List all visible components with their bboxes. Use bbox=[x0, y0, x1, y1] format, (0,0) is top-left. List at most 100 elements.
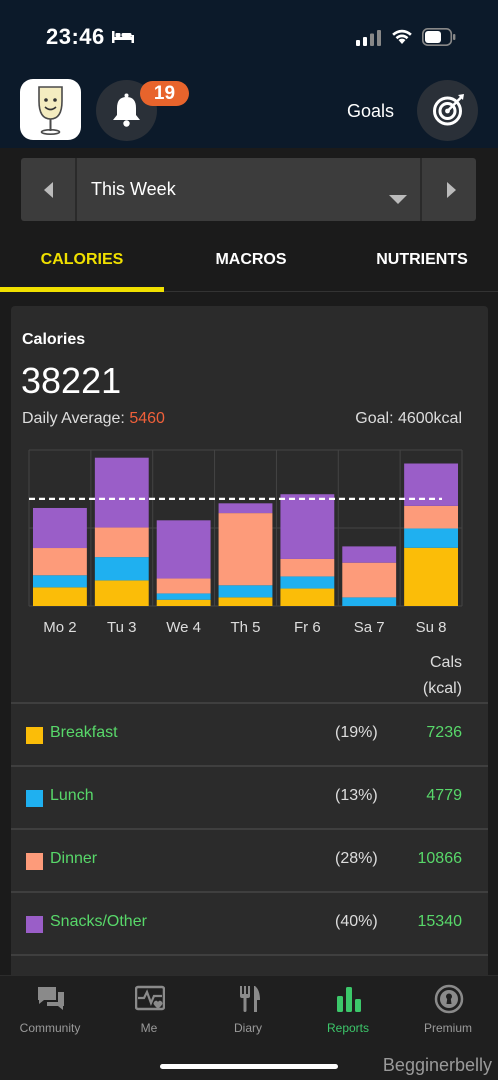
meal-calories: 15340 bbox=[417, 913, 463, 930]
nav-label: Me bbox=[140, 1021, 158, 1035]
list-item[interactable]: Breakfast (19%) 7236 bbox=[11, 702, 488, 765]
chevron-down-icon[interactable] bbox=[389, 195, 407, 204]
meal-name: Lunch bbox=[50, 787, 94, 804]
sleep-bed-icon bbox=[112, 31, 134, 43]
breakfast-swatch bbox=[26, 727, 43, 744]
bar-lunch-5[interactable] bbox=[342, 597, 397, 606]
period-dropdown-label[interactable]: This Week bbox=[91, 179, 176, 199]
list-item[interactable]: Snacks/Other (40%) 15340 bbox=[11, 891, 488, 954]
nav-diary[interactable]: Diary bbox=[198, 976, 298, 1046]
meal-name: Dinner bbox=[50, 850, 98, 867]
meal-percent: (13%) bbox=[335, 787, 378, 804]
bar-snacks-other-2[interactable] bbox=[156, 520, 211, 579]
target-icon bbox=[433, 94, 464, 126]
tab-calories[interactable]: CALORIES bbox=[40, 251, 124, 268]
meal-percent: (19%) bbox=[335, 724, 378, 741]
bar-chart-icon bbox=[337, 987, 361, 1012]
bar-dinner-6[interactable] bbox=[404, 505, 458, 529]
meal-calories: 7236 bbox=[426, 724, 462, 741]
bar-breakfast-0[interactable] bbox=[33, 587, 87, 606]
units-line-1: Cals bbox=[429, 654, 462, 671]
heart-monitor-icon bbox=[135, 985, 165, 1011]
nav-label: Premium bbox=[423, 1021, 472, 1035]
premium-lock-icon bbox=[434, 984, 464, 1014]
bar-lunch-2[interactable] bbox=[156, 593, 211, 600]
tab-nutrients[interactable]: NUTRIENTS bbox=[376, 251, 468, 268]
bar-dinner-1[interactable] bbox=[94, 527, 149, 558]
bar-snacks-other-5[interactable] bbox=[342, 546, 397, 563]
bar-dinner-2[interactable] bbox=[156, 578, 211, 594]
calorie-goal: Goal: 4600kcal bbox=[355, 410, 462, 427]
bar-breakfast-3[interactable] bbox=[218, 597, 273, 606]
bar-snacks-other-1[interactable] bbox=[94, 457, 149, 528]
previous-period-button[interactable] bbox=[21, 158, 77, 221]
chat-bubbles-icon bbox=[38, 987, 64, 1010]
watermark-text: Begginerbelly bbox=[382, 1055, 492, 1075]
bar-snacks-other-3[interactable] bbox=[218, 503, 273, 514]
bottom-navigation: Community Me Diary Reports bbox=[0, 975, 498, 1080]
status-time: 23:46 bbox=[46, 24, 105, 49]
bar-lunch-0[interactable] bbox=[33, 575, 87, 588]
wifi-icon bbox=[392, 29, 412, 44]
next-period-button[interactable] bbox=[420, 158, 476, 221]
meal-legend: Breakfast (19%) 7236 Lunch (13%) 4779 Di… bbox=[11, 702, 488, 960]
goals-label[interactable]: Goals bbox=[347, 101, 395, 121]
bar-snacks-other-4[interactable] bbox=[280, 494, 335, 559]
bar-dinner-0[interactable] bbox=[33, 548, 87, 576]
nav-premium[interactable]: Premium bbox=[398, 976, 498, 1046]
bar-lunch-3[interactable] bbox=[218, 585, 273, 598]
nav-label: Reports bbox=[326, 1021, 370, 1035]
list-item[interactable]: Lunch (13%) 4779 bbox=[11, 765, 488, 828]
status-bar: 23:46 bbox=[0, 0, 498, 70]
list-divider bbox=[11, 954, 488, 960]
bar-lunch-6[interactable] bbox=[404, 528, 458, 548]
snacks-swatch bbox=[26, 916, 43, 933]
daily-average-value: 5460 bbox=[129, 410, 165, 427]
bar-dinner-5[interactable] bbox=[342, 562, 397, 598]
bar-breakfast-2[interactable] bbox=[156, 599, 211, 606]
nav-label: Community bbox=[19, 1021, 81, 1035]
daily-average-label: Daily Average: bbox=[22, 410, 125, 427]
bar-snacks-other-0[interactable] bbox=[33, 507, 87, 549]
x-tick-label: Su 8 bbox=[416, 619, 447, 632]
dinner-swatch bbox=[26, 853, 43, 870]
meal-name: Breakfast bbox=[50, 724, 118, 741]
period-selector: This Week bbox=[21, 158, 476, 221]
x-tick-label: Mo 2 bbox=[43, 619, 76, 632]
list-item[interactable]: Dinner (28%) 10866 bbox=[11, 828, 488, 891]
notification-count-badge: 19 bbox=[140, 81, 189, 106]
home-indicator[interactable] bbox=[160, 1064, 338, 1069]
bell-icon bbox=[113, 93, 140, 127]
nav-me[interactable]: Me bbox=[99, 976, 199, 1046]
meal-name: Snacks/Other bbox=[50, 913, 147, 930]
x-tick-label: Fr 6 bbox=[294, 619, 321, 632]
battery-icon bbox=[422, 28, 456, 46]
x-tick-label: Tu 3 bbox=[107, 619, 136, 632]
daily-average: Daily Average: 5460 bbox=[22, 410, 165, 428]
bar-breakfast-6[interactable] bbox=[404, 547, 458, 606]
goals-button[interactable] bbox=[417, 80, 478, 141]
chevron-right-icon bbox=[447, 182, 456, 198]
nav-community[interactable]: Community bbox=[0, 976, 100, 1046]
lunch-swatch bbox=[26, 790, 43, 807]
bar-lunch-1[interactable] bbox=[94, 557, 149, 581]
profile-avatar[interactable] bbox=[20, 79, 81, 140]
cellular-signal-icon bbox=[356, 30, 381, 46]
bar-breakfast-1[interactable] bbox=[94, 580, 149, 606]
card-title: Calories bbox=[22, 331, 86, 348]
meal-calories: 4779 bbox=[426, 787, 462, 804]
x-tick-label: We 4 bbox=[166, 619, 201, 632]
chevron-left-icon bbox=[44, 182, 53, 198]
total-calories: 38221 bbox=[21, 360, 122, 401]
bar-dinner-3[interactable] bbox=[218, 513, 273, 586]
bar-lunch-4[interactable] bbox=[280, 576, 335, 589]
reports-content: This Week CALORIES MACROS NUTRIENTS Calo… bbox=[0, 148, 498, 986]
calories-bar-chart[interactable]: Mo 2 Tu 3 We 4 Th 5 Fr 6 Sa 7 Su 8 bbox=[11, 442, 488, 632]
nav-reports[interactable]: Reports bbox=[298, 976, 398, 1046]
units-header: Cals (kcal) bbox=[423, 650, 462, 702]
x-tick-label: Sa 7 bbox=[354, 619, 385, 632]
bar-breakfast-4[interactable] bbox=[280, 588, 335, 606]
app-header: 19 Goals bbox=[0, 70, 498, 148]
bar-dinner-4[interactable] bbox=[280, 558, 335, 577]
tab-macros[interactable]: MACROS bbox=[215, 251, 287, 268]
